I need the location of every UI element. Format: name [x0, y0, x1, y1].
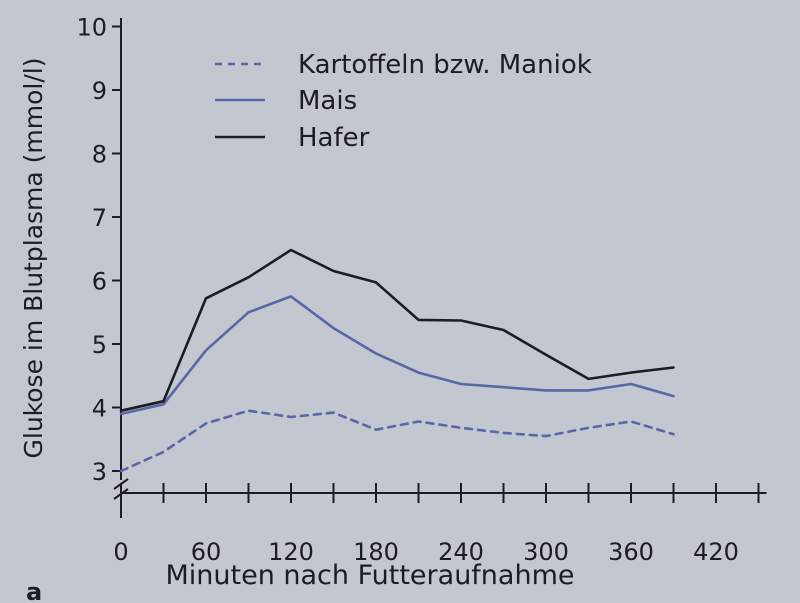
axes: 3 4 5 6 7 8 9 10 0 60 120 180 240 300 360 420	[76, 14, 767, 566]
y-tick-label: 6	[92, 268, 107, 296]
x-axis-label: Minuten nach Futteraufnahme	[165, 560, 574, 591]
x-tick-label: 60	[191, 538, 222, 566]
series-line-mais	[119, 295, 675, 416]
y-tick-label: 3	[92, 458, 107, 486]
y-tick-label: 10	[76, 14, 107, 42]
legend-label: Hafer	[298, 123, 370, 153]
x-tick-label: 360	[608, 538, 654, 566]
series-line-kartoffeln	[119, 409, 675, 473]
x-tick-label: 120	[268, 538, 314, 566]
y-tick-label: 5	[92, 331, 107, 359]
y-tick-label: 8	[92, 141, 107, 169]
y-tick-label: 9	[92, 77, 107, 105]
series-line-hafer	[119, 248, 675, 413]
y-tick-label: 7	[92, 204, 107, 232]
x-tick-label: 240	[438, 538, 484, 566]
figure-panel-label: a	[26, 578, 42, 603]
legend-label: Mais	[298, 86, 357, 116]
x-tick-label: 300	[523, 538, 569, 566]
x-tick-label: 180	[353, 538, 399, 566]
y-tick-label: 4	[92, 395, 107, 423]
x-tick-label: 420	[693, 538, 739, 566]
x-tick-label: 0	[113, 538, 128, 566]
y-axis-label: Glukose im Blutplasma (mmol/l)	[19, 58, 48, 459]
plot-area	[119, 248, 675, 473]
legend-label: Kartoffeln bzw. Maniok	[298, 50, 592, 80]
legend: Kartoffeln bzw. Maniok Mais Hafer	[215, 50, 592, 153]
